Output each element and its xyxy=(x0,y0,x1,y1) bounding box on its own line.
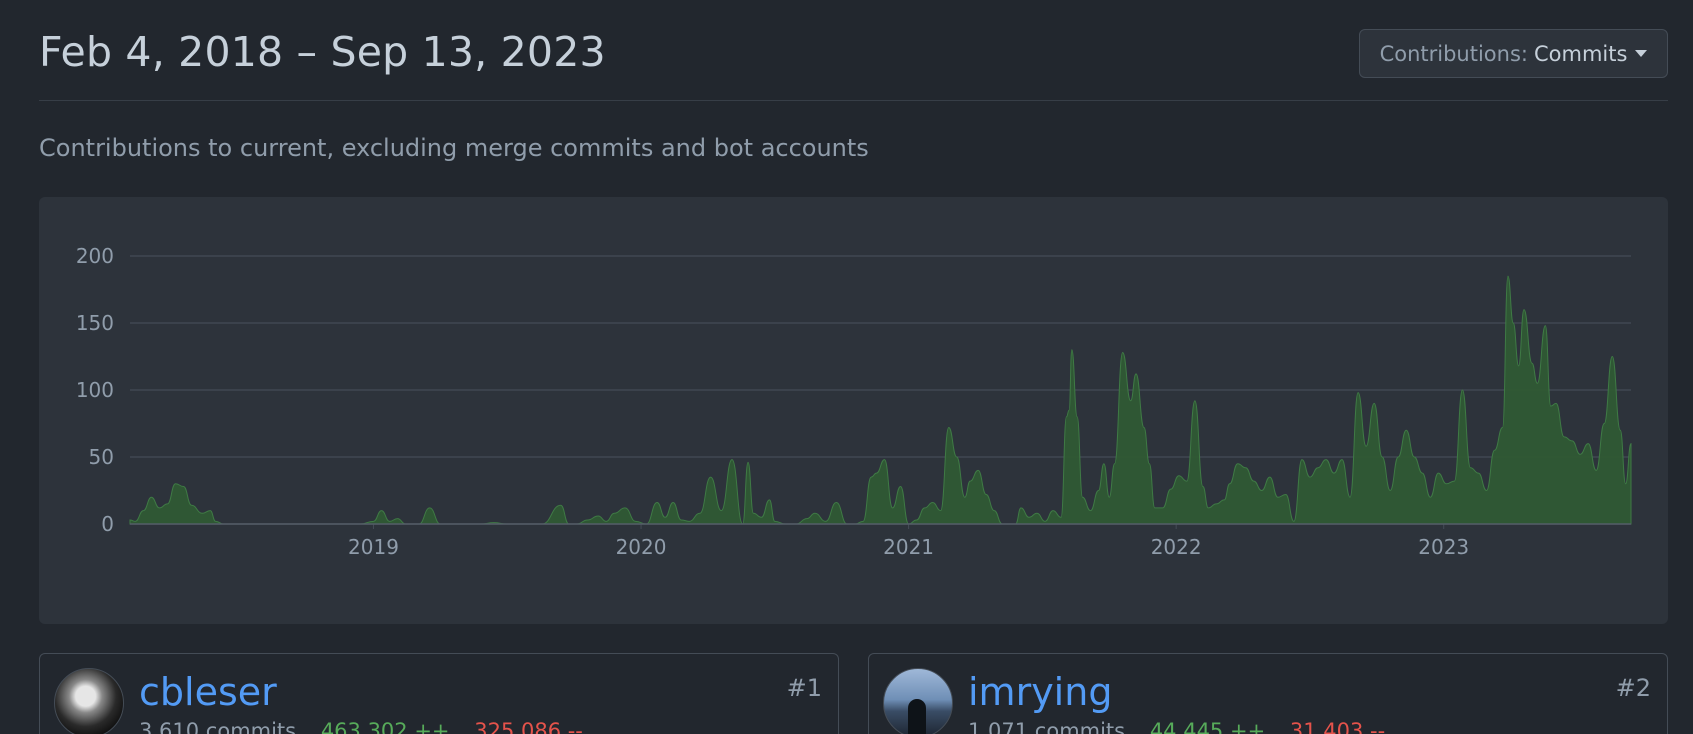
caret-down-icon xyxy=(1635,50,1648,57)
y-tick-label: 0 xyxy=(101,512,114,536)
avatar[interactable] xyxy=(54,668,124,734)
x-tick-label: 2022 xyxy=(1151,535,1202,559)
contributor-rank: #2 xyxy=(1615,674,1651,702)
x-tick-label: 2023 xyxy=(1418,535,1469,559)
contributions-chart: 0 50 100 150 200 2019 2020 2021 2022 2023 xyxy=(39,197,1668,624)
contributor-card: imrying #2 1,071 commits 44,445 ++ 31,40… xyxy=(868,653,1668,734)
contributor-rank: #1 xyxy=(786,674,822,702)
y-tick-label: 150 xyxy=(76,311,114,335)
contributor-username-link[interactable]: imrying xyxy=(968,670,1113,714)
contributions-dropdown-value: Commits xyxy=(1533,41,1628,66)
commit-count[interactable]: 3,610 commits xyxy=(139,719,297,734)
y-tick-label: 100 xyxy=(76,378,114,402)
additions-count: 44,445 ++ xyxy=(1149,719,1266,734)
page-header: Feb 4, 2018 – Sep 13, 2023 Contributions… xyxy=(39,26,1668,101)
y-tick-label: 50 xyxy=(89,445,114,469)
y-tick-label: 200 xyxy=(76,244,114,268)
contributor-stats: 3,610 commits 463,302 ++ 325,086 -- xyxy=(139,719,583,734)
date-range-title: Feb 4, 2018 – Sep 13, 2023 xyxy=(39,28,606,76)
contributions-type-dropdown[interactable]: Contributions: Commits xyxy=(1359,29,1668,78)
commits-area-series xyxy=(129,275,1632,525)
deletions-count: 325,086 -- xyxy=(474,719,583,734)
avatar[interactable] xyxy=(883,668,953,734)
x-tick-label: 2019 xyxy=(348,535,399,559)
contributor-card: cbleser #1 3,610 commits 463,302 ++ 325,… xyxy=(39,653,839,734)
contributions-dropdown-label: Contributions: xyxy=(1379,41,1528,66)
contributor-stats: 1,071 commits 44,445 ++ 31,403 -- xyxy=(968,719,1385,734)
x-tick-label: 2020 xyxy=(616,535,667,559)
commit-count[interactable]: 1,071 commits xyxy=(968,719,1126,734)
x-tick-label: 2021 xyxy=(883,535,934,559)
contributor-username-link[interactable]: cbleser xyxy=(139,670,277,714)
contributions-chart-svg: 0 50 100 150 200 2019 2020 2021 2022 2023 xyxy=(76,244,1632,559)
deletions-count: 31,403 -- xyxy=(1289,719,1386,734)
additions-count: 463,302 ++ xyxy=(320,719,450,734)
chart-subtitle: Contributions to current, excluding merg… xyxy=(39,134,869,162)
